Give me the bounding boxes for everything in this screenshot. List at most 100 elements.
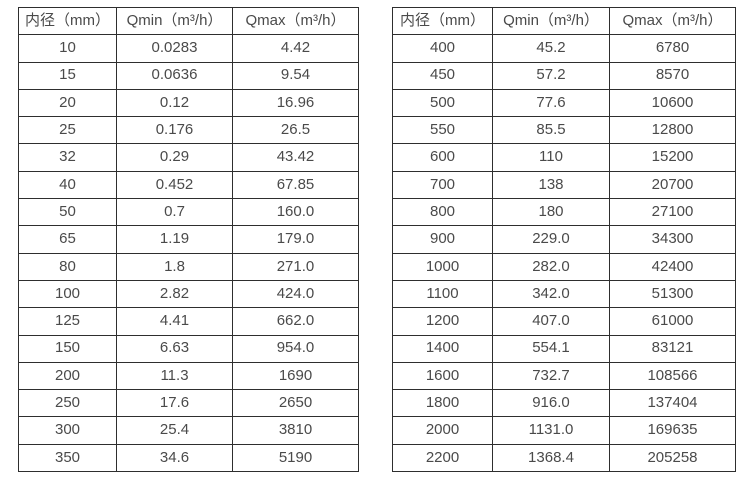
cell-col-0: 300 [18, 416, 117, 445]
table-row: 40 0.452 67.85 [18, 170, 359, 200]
cell-col-2: 108566 [609, 361, 736, 391]
table-row: 2000 1131.0 169635 [392, 416, 736, 445]
cell-col-1: 1368.4 [492, 443, 610, 473]
table-row: 2200 1368.4 205258 [392, 443, 736, 473]
cell-col-1: 34.6 [116, 443, 233, 473]
column-header-2: Qmax（m³/h） [609, 6, 736, 36]
cell-col-1: 554.1 [492, 334, 610, 363]
flow-rate-table-left: 内径（mm） Qmin（m³/h） Qmax（m³/h） 10 0.0283 4.42 15… [18, 6, 359, 473]
cell-col-1: 17.6 [116, 389, 233, 418]
cell-col-0: 900 [392, 225, 493, 254]
table-row: 300 25.4 3810 [18, 416, 359, 445]
cell-col-1: 85.5 [492, 116, 610, 145]
cell-col-2: 16.96 [232, 88, 359, 118]
cell-col-1: 916.0 [492, 389, 610, 418]
cell-col-0: 200 [18, 361, 117, 391]
cell-col-2: 271.0 [232, 252, 359, 281]
cell-col-0: 100 [18, 279, 117, 309]
table-row: 1600 732.7 108566 [392, 361, 736, 391]
cell-col-2: 6780 [609, 34, 736, 63]
cell-col-0: 150 [18, 334, 117, 363]
cell-col-1: 11.3 [116, 361, 233, 391]
cell-col-0: 1000 [392, 252, 493, 281]
cell-col-0: 1200 [392, 307, 493, 336]
cell-col-2: 169635 [609, 416, 736, 445]
table-row: 1400 554.1 83121 [392, 334, 736, 363]
table-row: 450 57.2 8570 [392, 61, 736, 90]
table-row: 500 77.6 10600 [392, 88, 736, 118]
cell-col-2: 3810 [232, 416, 359, 445]
cell-col-1: 0.0283 [116, 34, 233, 63]
table-row: 15 0.0636 9.54 [18, 61, 359, 90]
cell-col-2: 12800 [609, 116, 736, 145]
cell-col-1: 229.0 [492, 225, 610, 254]
table-row: 350 34.6 5190 [18, 443, 359, 473]
cell-col-1: 0.7 [116, 198, 233, 227]
cell-col-0: 350 [18, 443, 117, 473]
cell-col-1: 732.7 [492, 361, 610, 391]
cell-col-2: 26.5 [232, 116, 359, 145]
cell-col-2: 34300 [609, 225, 736, 254]
cell-col-1: 110 [492, 143, 610, 172]
cell-col-0: 20 [18, 88, 117, 118]
cell-col-2: 2650 [232, 389, 359, 418]
cell-col-0: 550 [392, 116, 493, 145]
column-header-2: Qmax（m³/h） [232, 6, 359, 36]
table-row: 1100 342.0 51300 [392, 279, 736, 309]
cell-col-1: 57.2 [492, 61, 610, 90]
cell-col-2: 42400 [609, 252, 736, 281]
table-row: 700 138 20700 [392, 170, 736, 200]
column-header-0: 内径（mm） [18, 6, 117, 36]
table-row: 32 0.29 43.42 [18, 143, 359, 172]
cell-col-2: 9.54 [232, 61, 359, 90]
cell-col-2: 662.0 [232, 307, 359, 336]
cell-col-0: 450 [392, 61, 493, 90]
cell-col-1: 407.0 [492, 307, 610, 336]
table-row: 600 110 15200 [392, 143, 736, 172]
cell-col-0: 125 [18, 307, 117, 336]
cell-col-2: 51300 [609, 279, 736, 309]
cell-col-1: 1.19 [116, 225, 233, 254]
cell-col-2: 4.42 [232, 34, 359, 63]
cell-col-1: 342.0 [492, 279, 610, 309]
cell-col-1: 6.63 [116, 334, 233, 363]
cell-col-2: 8570 [609, 61, 736, 90]
cell-col-0: 32 [18, 143, 117, 172]
table-row: 1800 916.0 137404 [392, 389, 736, 418]
cell-col-0: 500 [392, 88, 493, 118]
table-row: 400 45.2 6780 [392, 34, 736, 63]
cell-col-0: 1400 [392, 334, 493, 363]
table-row: 1200 407.0 61000 [392, 307, 736, 336]
cell-col-1: 77.6 [492, 88, 610, 118]
cell-col-1: 25.4 [116, 416, 233, 445]
cell-col-2: 27100 [609, 198, 736, 227]
cell-col-0: 65 [18, 225, 117, 254]
cell-col-1: 1.8 [116, 252, 233, 281]
cell-col-0: 700 [392, 170, 493, 200]
cell-col-0: 25 [18, 116, 117, 145]
cell-col-0: 400 [392, 34, 493, 63]
table-row: 900 229.0 34300 [392, 225, 736, 254]
cell-col-0: 10 [18, 34, 117, 63]
cell-col-1: 0.29 [116, 143, 233, 172]
cell-col-2: 83121 [609, 334, 736, 363]
cell-col-1: 0.452 [116, 170, 233, 200]
cell-col-1: 4.41 [116, 307, 233, 336]
cell-col-0: 40 [18, 170, 117, 200]
cell-col-2: 10600 [609, 88, 736, 118]
cell-col-1: 138 [492, 170, 610, 200]
table-row: 200 11.3 1690 [18, 361, 359, 391]
cell-col-2: 5190 [232, 443, 359, 473]
flow-rate-table-right: 内径（mm） Qmin（m³/h） Qmax（m³/h） 400 45.2 6780 450… [392, 6, 736, 473]
cell-col-1: 0.176 [116, 116, 233, 145]
table-row: 25 0.176 26.5 [18, 116, 359, 145]
cell-col-1: 2.82 [116, 279, 233, 309]
cell-col-1: 1131.0 [492, 416, 610, 445]
cell-col-0: 2000 [392, 416, 493, 445]
table-row: 550 85.5 12800 [392, 116, 736, 145]
cell-col-0: 250 [18, 389, 117, 418]
cell-col-2: 954.0 [232, 334, 359, 363]
table-row: 20 0.12 16.96 [18, 88, 359, 118]
table-row: 800 180 27100 [392, 198, 736, 227]
header-row: 内径（mm） Qmin（m³/h） Qmax（m³/h） [392, 6, 736, 36]
